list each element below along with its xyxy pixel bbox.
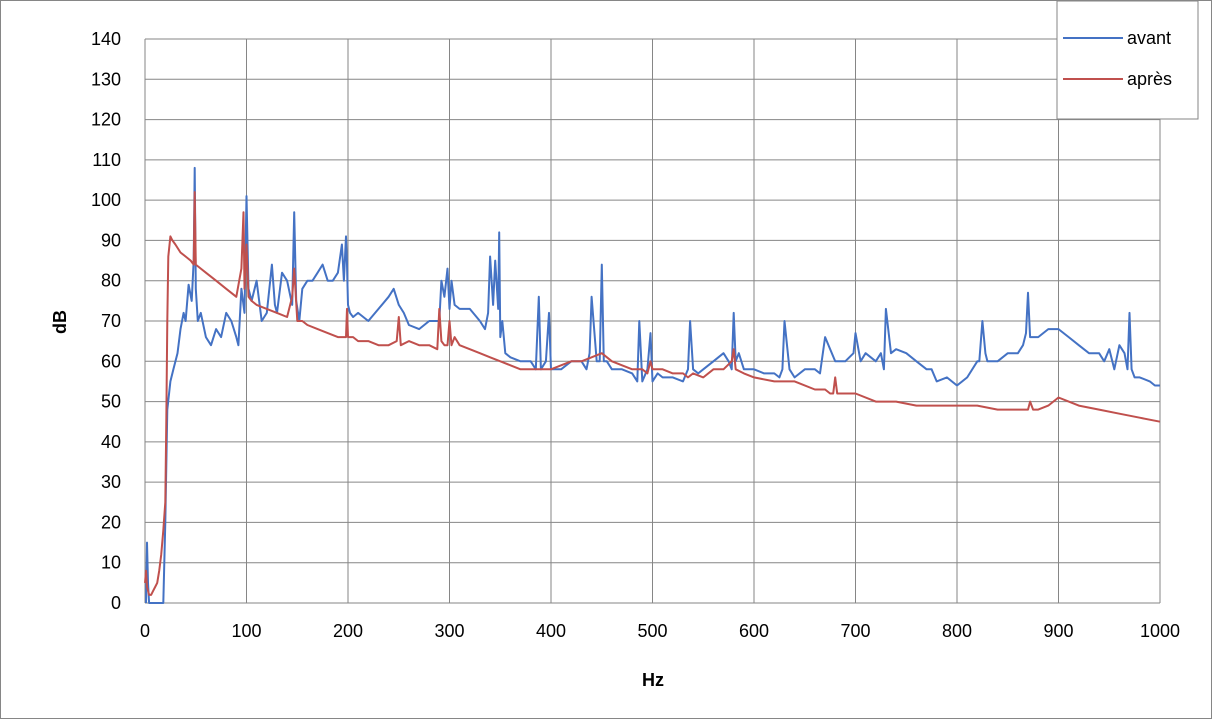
y-tick-label: 40	[101, 432, 121, 452]
x-tick-label: 800	[942, 621, 972, 641]
y-tick-label: 80	[101, 271, 121, 291]
x-tick-label: 200	[333, 621, 363, 641]
series-line-2	[144, 191, 1161, 596]
legend-box	[1056, 0, 1199, 120]
y-tick-label: 30	[101, 472, 121, 492]
y-tick-label: 130	[91, 69, 121, 89]
x-tick-label: 300	[434, 621, 464, 641]
legend-label: avant	[1127, 28, 1171, 48]
y-tick-label: 70	[101, 311, 121, 331]
x-tick-label: 700	[840, 621, 870, 641]
y-tick-label: 60	[101, 351, 121, 371]
x-tick-label: 400	[536, 621, 566, 641]
x-tick-label: 900	[1043, 621, 1073, 641]
y-tick-label: 50	[101, 392, 121, 412]
y-tick-label: 90	[101, 230, 121, 250]
y-tick-label: 10	[101, 553, 121, 573]
y-axis-title: dB	[50, 310, 70, 334]
x-tick-label: 600	[739, 621, 769, 641]
y-tick-label: 0	[111, 593, 121, 613]
y-tick-label: 110	[92, 150, 121, 170]
x-axis-title: Hz	[642, 670, 664, 690]
x-tick-label: 100	[231, 621, 261, 641]
legend-label: après	[1127, 69, 1172, 89]
x-tick-label: 500	[637, 621, 667, 641]
y-tick-label: 20	[101, 512, 121, 532]
tick-labels: 0 10 20 30 40 50 60 70 80 90 100 110 120 130 140 0 100 20…	[91, 29, 1180, 641]
series-lines	[144, 166, 1161, 604]
x-tick-label: 0	[140, 621, 150, 641]
y-tick-label: 140	[91, 29, 121, 49]
y-tick-label: 100	[91, 190, 121, 210]
legend: avant après	[1056, 0, 1199, 120]
x-tick-label: 1000	[1140, 621, 1180, 641]
y-tick-label: 120	[91, 110, 121, 130]
